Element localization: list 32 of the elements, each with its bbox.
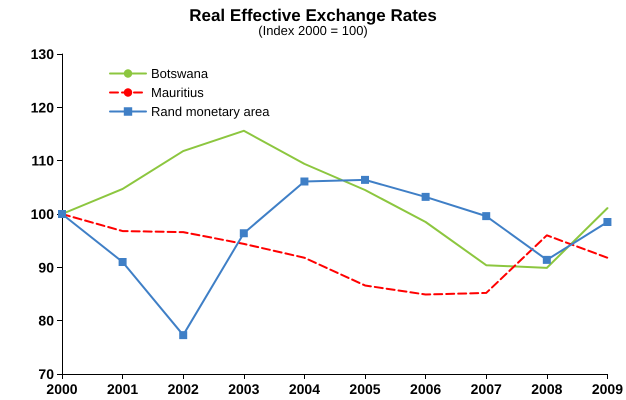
point [482,212,490,220]
x-tick-label: 2006 [410,381,442,397]
chart-subtitle: (Index 2000 = 100) [258,23,368,38]
chart-title: Real Effective Exchange Rates [189,6,437,25]
point [118,258,127,266]
y-tick-label: 80 [38,312,54,329]
y-tick-label: 110 [31,152,54,169]
y-tick-label: 90 [38,259,54,276]
y-tick-label: 120 [30,99,54,116]
point [361,176,370,184]
point [300,177,308,186]
point [240,229,248,238]
point [58,210,66,218]
y-tick-label: 100 [30,206,54,222]
point [603,218,612,226]
x-tick-label: 2004 [288,381,320,397]
point [422,192,430,201]
legend-label: Botswana [151,66,209,81]
x-tick-label: 2001 [107,381,138,397]
x-tick-label: 2002 [168,381,199,397]
point [542,256,551,264]
x-tick-label: 2007 [470,381,502,397]
point [179,331,188,340]
x-tick-label: 2005 [349,381,381,397]
x-tick-label: 2009 [592,381,624,397]
y-tick-label: 130 [30,46,54,62]
legend-label: Mauritius [151,85,204,100]
y-tick-label: 70 [38,366,54,382]
x-tick-label: 2000 [46,381,78,397]
x-tick-label: 2008 [531,381,563,397]
x-tick-label: 2003 [228,381,260,397]
legend-label: Rand monetary area [151,104,270,119]
